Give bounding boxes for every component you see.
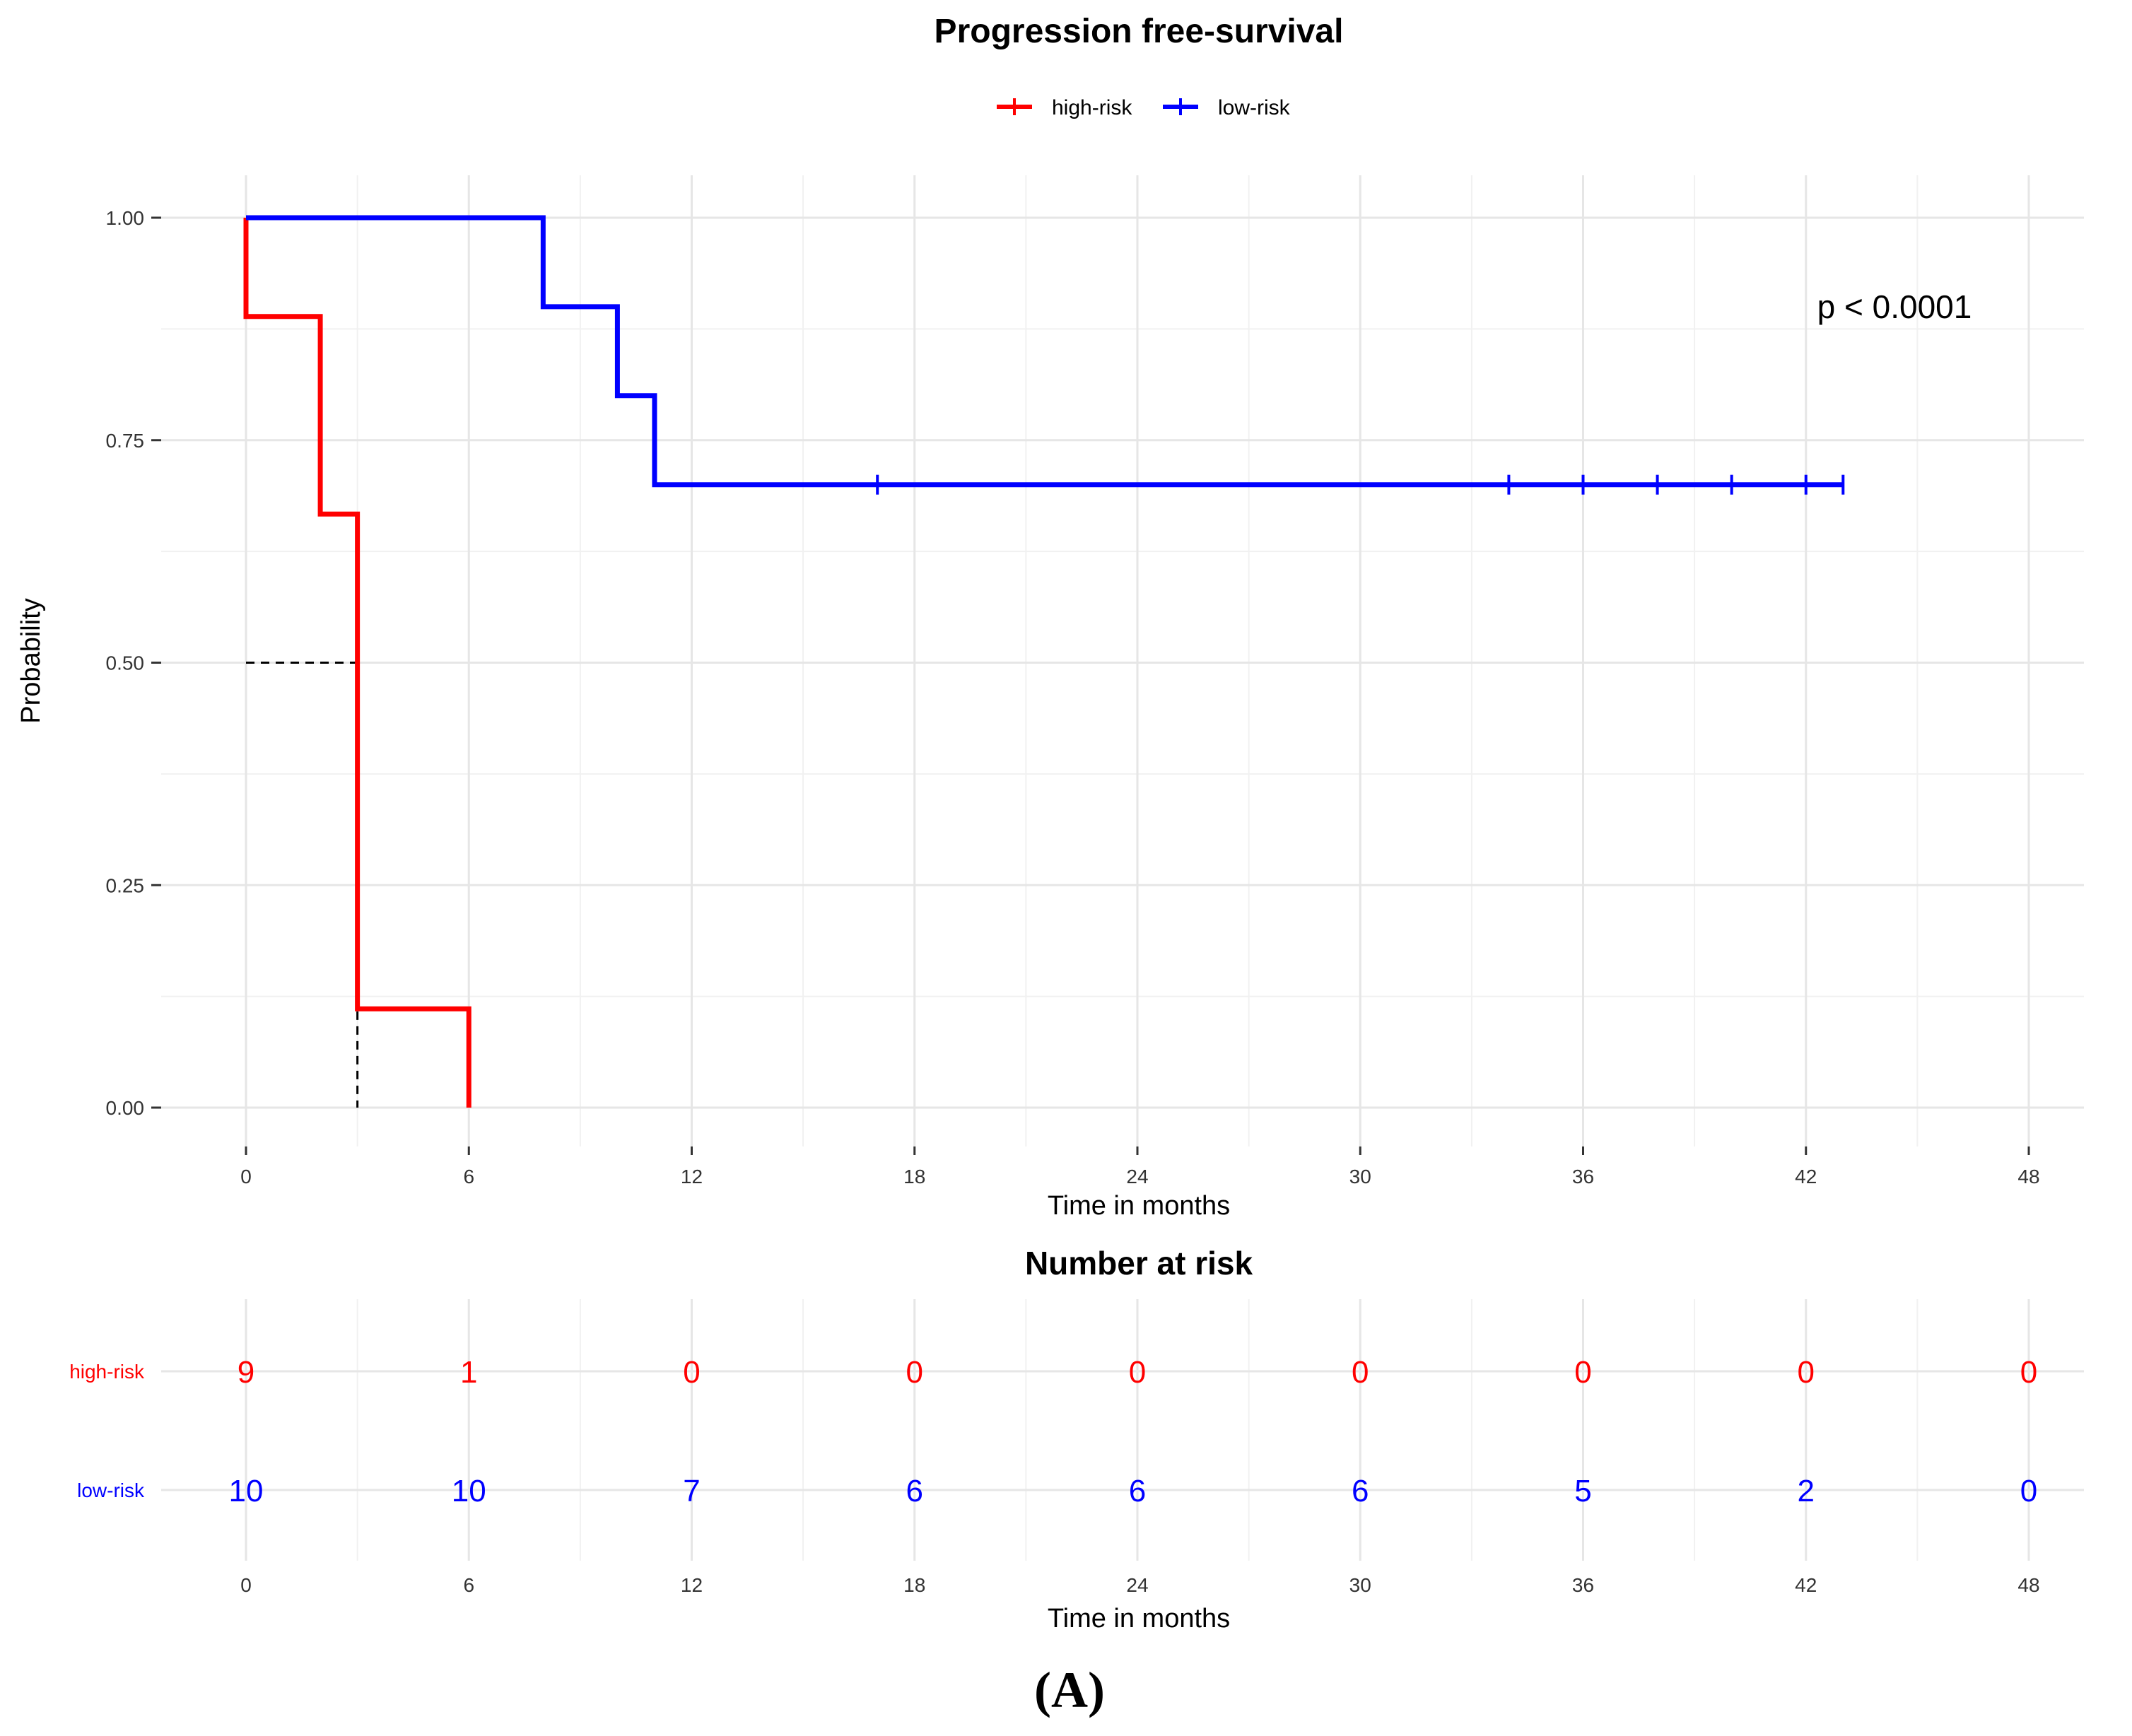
y-tick-label: 1.00: [106, 207, 145, 229]
main-axes: 0.00 0.25 0.50 0.75 1.00 0 6 12 18 24 30 36 42 48: [106, 207, 2040, 1187]
legend: high-risk low-risk: [997, 96, 1291, 119]
survival-curve-high-risk: [243, 218, 472, 1108]
risk-value-high-risk: 0: [1574, 1355, 1591, 1390]
risk-value-high-risk: 0: [1798, 1355, 1815, 1390]
y-tick-label: 0.50: [106, 652, 145, 674]
legend-label-high-risk: high-risk: [1052, 96, 1132, 119]
risk-value-high-risk: 1: [460, 1355, 477, 1390]
legend-item-high-risk: high-risk: [997, 96, 1132, 119]
x-tick-label: 18: [903, 1166, 925, 1187]
risk-x-tick-label: 24: [1126, 1574, 1148, 1596]
figure-caption: (A): [1034, 1662, 1105, 1718]
risk-row-label-low-risk: low-risk: [77, 1479, 145, 1501]
legend-label-low-risk: low-risk: [1218, 96, 1291, 119]
risk-x-axis-label: Time in months: [1048, 1604, 1230, 1634]
x-tick-label: 6: [463, 1166, 474, 1187]
x-tick-label: 42: [1795, 1166, 1817, 1187]
main-grid: [161, 175, 2084, 1146]
risk-value-low-risk: 10: [229, 1474, 264, 1508]
risk-value-low-risk: 5: [1574, 1474, 1591, 1508]
risk-value-low-risk: 7: [683, 1474, 700, 1508]
legend-item-low-risk: low-risk: [1163, 96, 1291, 119]
risk-value-high-risk: 0: [1352, 1355, 1369, 1390]
risk-table-title: Number at risk: [1025, 1245, 1253, 1282]
risk-x-tick-label: 30: [1349, 1574, 1371, 1596]
risk-table-grid: [161, 1299, 2084, 1561]
risk-value-low-risk: 2: [1798, 1474, 1815, 1508]
risk-value-high-risk: 0: [2020, 1355, 2037, 1390]
x-tick-label: 30: [1349, 1166, 1371, 1187]
risk-value-low-risk: 0: [2020, 1474, 2037, 1508]
risk-value-high-risk: 0: [683, 1355, 700, 1390]
risk-value-low-risk: 6: [906, 1474, 923, 1508]
x-tick-label: 36: [1572, 1166, 1594, 1187]
risk-value-high-risk: 9: [238, 1355, 254, 1390]
risk-x-tick-label: 42: [1795, 1574, 1817, 1596]
x-tick-label: 48: [2017, 1166, 2039, 1187]
x-axis-label: Time in months: [1048, 1191, 1230, 1221]
risk-value-low-risk: 10: [452, 1474, 486, 1508]
risk-value-low-risk: 6: [1352, 1474, 1369, 1508]
risk-row-label-high-risk: high-risk: [69, 1361, 145, 1383]
risk-value-high-risk: 0: [906, 1355, 923, 1390]
y-axis-label: Probability: [16, 598, 46, 723]
risk-x-tick-label: 36: [1572, 1574, 1594, 1596]
risk-x-tick-label: 48: [2017, 1574, 2039, 1596]
y-tick-label: 0.75: [106, 430, 145, 452]
risk-value-low-risk: 6: [1129, 1474, 1146, 1508]
risk-value-high-risk: 0: [1129, 1355, 1146, 1390]
risk-x-tick-label: 18: [903, 1574, 925, 1596]
x-tick-label: 24: [1126, 1166, 1148, 1187]
survival-curve-low-risk: [246, 215, 1844, 488]
p-value-annotation: p < 0.0001: [1817, 288, 1972, 325]
y-tick-label: 0.25: [106, 874, 145, 896]
x-tick-label: 0: [240, 1166, 252, 1187]
chart-title: Progression free-survival: [935, 13, 1344, 50]
main-plot-marks: [243, 215, 1845, 1108]
risk-x-tick-label: 0: [240, 1574, 252, 1596]
risk-x-tick-label: 12: [681, 1574, 703, 1596]
y-tick-label: 0.00: [106, 1097, 145, 1119]
risk-x-tick-label: 6: [463, 1574, 474, 1596]
x-tick-label: 12: [681, 1166, 703, 1187]
